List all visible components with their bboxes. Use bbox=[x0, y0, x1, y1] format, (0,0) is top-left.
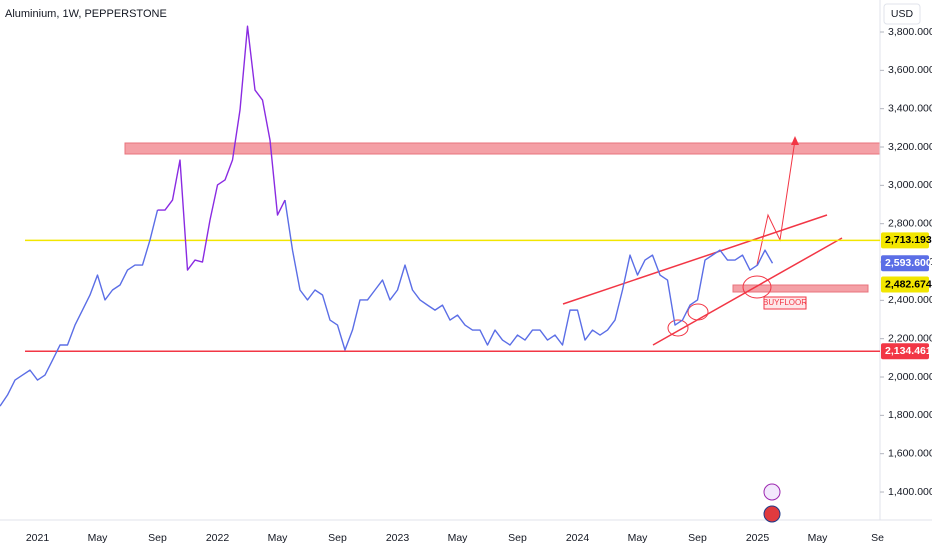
price-label: 2,134.461 bbox=[885, 345, 932, 357]
y-tick-label: 1,600.000 bbox=[888, 447, 932, 459]
x-tick-label: May bbox=[808, 532, 829, 544]
y-tick-label: 2,000.000 bbox=[888, 371, 932, 383]
resistance-zone bbox=[124, 142, 881, 155]
x-tick-label: Sep bbox=[148, 532, 167, 544]
price-label-box bbox=[881, 232, 929, 249]
y-tick-label: 3,400.000 bbox=[888, 102, 932, 114]
annotation-box bbox=[763, 296, 807, 310]
y-tick-label: 2,800.000 bbox=[888, 217, 932, 229]
event-icon bbox=[763, 505, 781, 523]
currency-box bbox=[883, 3, 921, 25]
price-label: 2,713.193 bbox=[885, 234, 932, 246]
buy-zone bbox=[732, 284, 869, 293]
price-label: 2,482.674 bbox=[885, 278, 932, 290]
x-tick-label: May bbox=[448, 532, 469, 544]
price-line bbox=[0, 199, 774, 407]
x-tick-label: May bbox=[88, 532, 109, 544]
x-tick-label: Sep bbox=[688, 532, 707, 544]
y-tick-label: 3,000.000 bbox=[888, 179, 932, 191]
price-label-box bbox=[881, 255, 929, 272]
x-tick-label: 2024 bbox=[566, 532, 590, 544]
x-tick-label: May bbox=[268, 532, 289, 544]
x-tick-label: Sep bbox=[508, 532, 527, 544]
x-tick-label: May bbox=[628, 532, 649, 544]
arrow-head bbox=[791, 136, 799, 145]
channel-upper bbox=[562, 214, 828, 305]
channel-lower bbox=[652, 237, 843, 346]
chart-title: Aluminium, 1W, PEPPERSTONE bbox=[5, 8, 167, 20]
price-line bbox=[157, 25, 286, 271]
y-tick-label: 3,600.000 bbox=[888, 64, 932, 76]
marker-ellipse bbox=[742, 275, 772, 299]
marker-ellipse bbox=[687, 303, 709, 321]
currency: USD bbox=[891, 8, 914, 20]
x-tick-label: 2023 bbox=[386, 532, 410, 544]
y-tick-label: 2,400.000 bbox=[888, 294, 932, 306]
price-label-box bbox=[881, 276, 929, 293]
x-tick-label: Se bbox=[871, 532, 884, 544]
x-tick-label: Sep bbox=[328, 532, 347, 544]
y-tick-label: 2,200.000 bbox=[888, 332, 932, 344]
x-tick-label: 2021 bbox=[26, 532, 50, 544]
y-tick-label: 3,200.000 bbox=[888, 141, 932, 153]
marker-ellipse bbox=[667, 319, 689, 337]
price-label-box bbox=[881, 343, 929, 360]
y-tick-label: 1,400.000 bbox=[888, 486, 932, 498]
x-tick-label: 2025 bbox=[746, 532, 770, 544]
annotation: BUYFLOOR bbox=[763, 298, 807, 307]
price-label: 2,593.600 bbox=[885, 257, 932, 269]
x-tick-label: 2022 bbox=[206, 532, 230, 544]
y-tick-label: 3,800.000 bbox=[888, 26, 932, 38]
event-icon bbox=[763, 483, 781, 501]
y-tick-label: 1,800.000 bbox=[888, 409, 932, 421]
